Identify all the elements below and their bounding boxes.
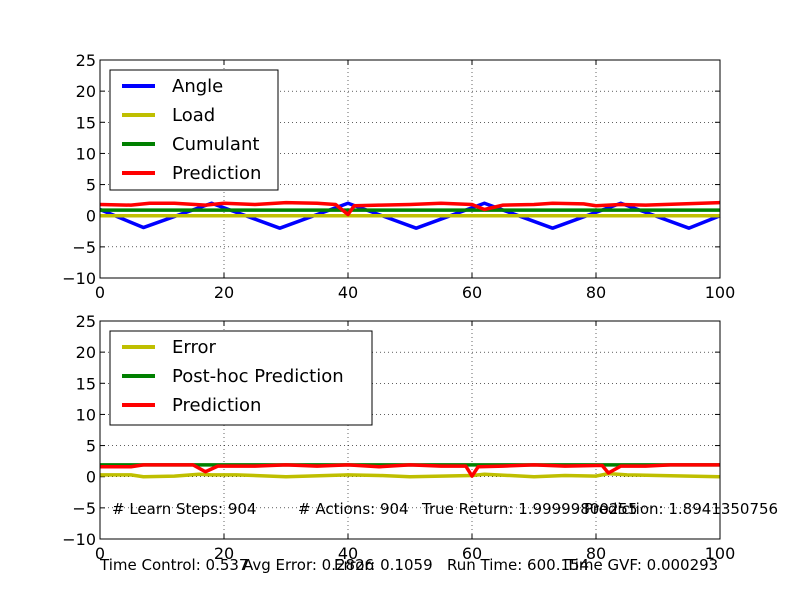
legend-label: Prediction [172,395,261,416]
axes-frame [99,320,721,540]
series-line-prediction [99,200,721,217]
x-tick-label: 60 [462,544,482,563]
x-tick-label: 0 [95,283,105,302]
series-lines [99,200,721,230]
prediction-annotation: Prediction: 1.8941350756 [584,500,778,518]
x-tick-label: 20 [214,283,234,302]
legend-label: Prediction [172,163,261,184]
error-annotation: Error: 0.1059 [334,556,433,574]
y-tick-label: 5 [86,176,96,195]
y-tick-label: 5 [86,437,96,456]
y-tick-label: 10 [76,405,96,424]
y-tick-label: 10 [76,144,96,163]
legend-label: Angle [172,76,223,97]
y-tick-label: −5 [72,499,96,518]
x-tick-label: 40 [338,283,358,302]
x-tick-label: 40 [338,544,358,563]
x-tick-label: 100 [705,544,736,563]
y-tick-label: 0 [86,207,96,226]
legend: Angle Load Cumulant Prediction [109,69,279,191]
annotations: # Learn Steps: 904 # Actions: 904 True R… [99,500,778,574]
y-tick-label: 25 [76,51,96,70]
avg-error-annotation: Avg Error: 0.2826 [243,556,374,574]
x-tick-label: 80 [586,544,606,563]
x-tick-label: 80 [586,283,606,302]
actions-annotation: # Actions: 904 [298,500,409,518]
x-tick-label: 0 [95,544,105,563]
series-line-error [100,471,721,479]
legend-label: Post-hoc Prediction [172,366,344,387]
axes-frame [99,59,721,279]
y-tick-label: −5 [72,238,96,257]
legend-label: Cumulant [172,134,259,155]
y-tick-label: 25 [76,312,96,331]
legend: Error Post-hoc Prediction Prediction [109,330,373,426]
y-tick-label: −10 [62,269,96,288]
x-tick-label: 100 [705,283,736,302]
legend-label: Error [172,337,216,358]
x-tick-label: 20 [214,544,234,563]
time-gvf-annotation: Time GVF: 0.000293 [565,556,718,574]
x-tick-label: 60 [462,283,482,302]
y-tick-label: 0 [86,468,96,487]
y-tick-label: −10 [62,530,96,549]
series-line-prediction [100,463,720,478]
true-return-annotation: True Return: 1.99999800255 [421,500,638,518]
learn-steps-annotation: # Learn Steps: 904 [112,500,256,518]
time-control-annotation: Time Control: 0.537 [99,556,248,574]
series-lines [100,463,721,479]
bottom-axes: 0 20 40 60 80 100 −10 −5 0 5 10 15 20 25 Error Post-hoc… [62,312,735,563]
run-time-annotation: Run Time: 600.154 [447,556,589,574]
y-tick-label: 20 [76,82,96,101]
legend-label: Load [172,105,215,126]
legend-box [109,69,279,191]
y-tick-label: 20 [76,343,96,362]
y-tick-label: 15 [76,113,96,132]
top-axes: 0 20 40 60 80 100 −10 −5 0 5 10 15 20 25 Angle Load Cumu… [62,51,735,302]
y-tick-label: 15 [76,374,96,393]
